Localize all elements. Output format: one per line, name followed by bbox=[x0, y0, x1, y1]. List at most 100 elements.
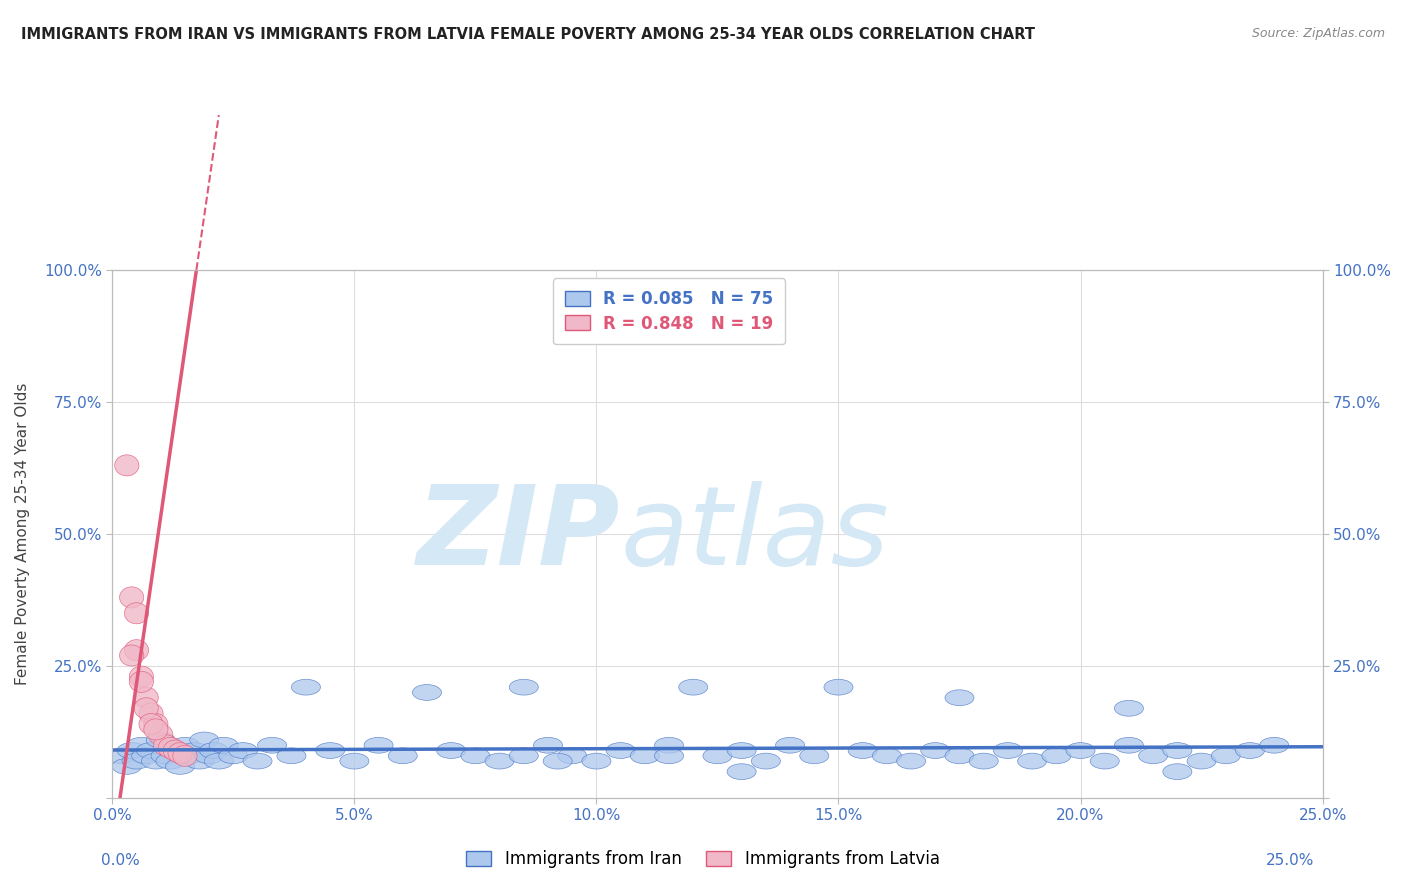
Ellipse shape bbox=[582, 753, 612, 769]
Ellipse shape bbox=[139, 703, 163, 724]
Ellipse shape bbox=[727, 764, 756, 780]
Ellipse shape bbox=[112, 758, 142, 774]
Text: Source: ZipAtlas.com: Source: ZipAtlas.com bbox=[1251, 27, 1385, 40]
Ellipse shape bbox=[180, 743, 209, 758]
Ellipse shape bbox=[1163, 764, 1192, 780]
Ellipse shape bbox=[1260, 738, 1289, 753]
Ellipse shape bbox=[776, 738, 804, 753]
Ellipse shape bbox=[872, 747, 901, 764]
Text: atlas: atlas bbox=[620, 481, 889, 588]
Ellipse shape bbox=[129, 666, 153, 687]
Ellipse shape bbox=[173, 745, 197, 766]
Ellipse shape bbox=[1042, 747, 1071, 764]
Ellipse shape bbox=[485, 753, 515, 769]
Ellipse shape bbox=[132, 747, 160, 764]
Ellipse shape bbox=[921, 743, 950, 758]
Ellipse shape bbox=[945, 747, 974, 764]
Ellipse shape bbox=[1115, 738, 1143, 753]
Ellipse shape bbox=[163, 740, 187, 761]
Ellipse shape bbox=[1115, 700, 1143, 716]
Ellipse shape bbox=[655, 738, 683, 753]
Ellipse shape bbox=[1090, 753, 1119, 769]
Ellipse shape bbox=[209, 738, 238, 753]
Ellipse shape bbox=[606, 743, 636, 758]
Ellipse shape bbox=[159, 738, 183, 758]
Legend: R = 0.085   N = 75, R = 0.848   N = 19: R = 0.085 N = 75, R = 0.848 N = 19 bbox=[553, 278, 785, 344]
Ellipse shape bbox=[1139, 747, 1167, 764]
Ellipse shape bbox=[129, 672, 153, 692]
Ellipse shape bbox=[120, 587, 143, 608]
Ellipse shape bbox=[412, 684, 441, 700]
Ellipse shape bbox=[824, 679, 853, 695]
Ellipse shape bbox=[437, 743, 465, 758]
Ellipse shape bbox=[848, 743, 877, 758]
Ellipse shape bbox=[139, 714, 163, 735]
Ellipse shape bbox=[156, 753, 186, 769]
Ellipse shape bbox=[166, 758, 194, 774]
Ellipse shape bbox=[969, 753, 998, 769]
Ellipse shape bbox=[509, 679, 538, 695]
Y-axis label: Female Poverty Among 25-34 Year Olds: Female Poverty Among 25-34 Year Olds bbox=[15, 383, 30, 685]
Ellipse shape bbox=[170, 738, 200, 753]
Ellipse shape bbox=[229, 743, 257, 758]
Ellipse shape bbox=[1236, 743, 1264, 758]
Ellipse shape bbox=[143, 714, 167, 735]
Ellipse shape bbox=[388, 747, 418, 764]
Ellipse shape bbox=[167, 743, 193, 764]
Ellipse shape bbox=[727, 743, 756, 758]
Legend: Immigrants from Iran, Immigrants from Latvia: Immigrants from Iran, Immigrants from La… bbox=[460, 844, 946, 875]
Ellipse shape bbox=[257, 738, 287, 753]
Ellipse shape bbox=[134, 687, 159, 708]
Ellipse shape bbox=[120, 645, 143, 666]
Ellipse shape bbox=[291, 679, 321, 695]
Ellipse shape bbox=[149, 724, 173, 745]
Ellipse shape bbox=[800, 747, 828, 764]
Text: ZIP: ZIP bbox=[418, 481, 620, 588]
Ellipse shape bbox=[243, 753, 273, 769]
Ellipse shape bbox=[509, 747, 538, 764]
Ellipse shape bbox=[897, 753, 925, 769]
Ellipse shape bbox=[364, 738, 394, 753]
Ellipse shape bbox=[533, 738, 562, 753]
Ellipse shape bbox=[124, 603, 149, 624]
Ellipse shape bbox=[107, 747, 136, 764]
Ellipse shape bbox=[1066, 743, 1095, 758]
Ellipse shape bbox=[160, 743, 190, 758]
Ellipse shape bbox=[153, 735, 177, 756]
Ellipse shape bbox=[277, 747, 307, 764]
Ellipse shape bbox=[117, 743, 146, 758]
Ellipse shape bbox=[134, 698, 159, 719]
Text: 0.0%: 0.0% bbox=[101, 854, 141, 868]
Ellipse shape bbox=[1187, 753, 1216, 769]
Ellipse shape bbox=[150, 747, 180, 764]
Ellipse shape bbox=[115, 455, 139, 476]
Ellipse shape bbox=[315, 743, 344, 758]
Ellipse shape bbox=[122, 753, 150, 769]
Ellipse shape bbox=[127, 738, 156, 753]
Ellipse shape bbox=[1211, 747, 1240, 764]
Ellipse shape bbox=[340, 753, 368, 769]
Ellipse shape bbox=[194, 747, 224, 764]
Ellipse shape bbox=[200, 743, 229, 758]
Ellipse shape bbox=[994, 743, 1022, 758]
Ellipse shape bbox=[543, 753, 572, 769]
Ellipse shape bbox=[176, 747, 204, 764]
Ellipse shape bbox=[945, 690, 974, 706]
Ellipse shape bbox=[219, 747, 247, 764]
Ellipse shape bbox=[124, 640, 149, 661]
Ellipse shape bbox=[558, 747, 586, 764]
Text: IMMIGRANTS FROM IRAN VS IMMIGRANTS FROM LATVIA FEMALE POVERTY AMONG 25-34 YEAR O: IMMIGRANTS FROM IRAN VS IMMIGRANTS FROM … bbox=[21, 27, 1035, 42]
Ellipse shape bbox=[186, 753, 214, 769]
Ellipse shape bbox=[136, 743, 166, 758]
Text: 25.0%: 25.0% bbox=[1267, 854, 1315, 868]
Ellipse shape bbox=[190, 732, 219, 747]
Ellipse shape bbox=[143, 719, 167, 740]
Ellipse shape bbox=[655, 747, 683, 764]
Ellipse shape bbox=[1018, 753, 1046, 769]
Ellipse shape bbox=[703, 747, 733, 764]
Ellipse shape bbox=[1163, 743, 1192, 758]
Ellipse shape bbox=[146, 732, 176, 747]
Ellipse shape bbox=[204, 753, 233, 769]
Ellipse shape bbox=[461, 747, 489, 764]
Ellipse shape bbox=[679, 679, 707, 695]
